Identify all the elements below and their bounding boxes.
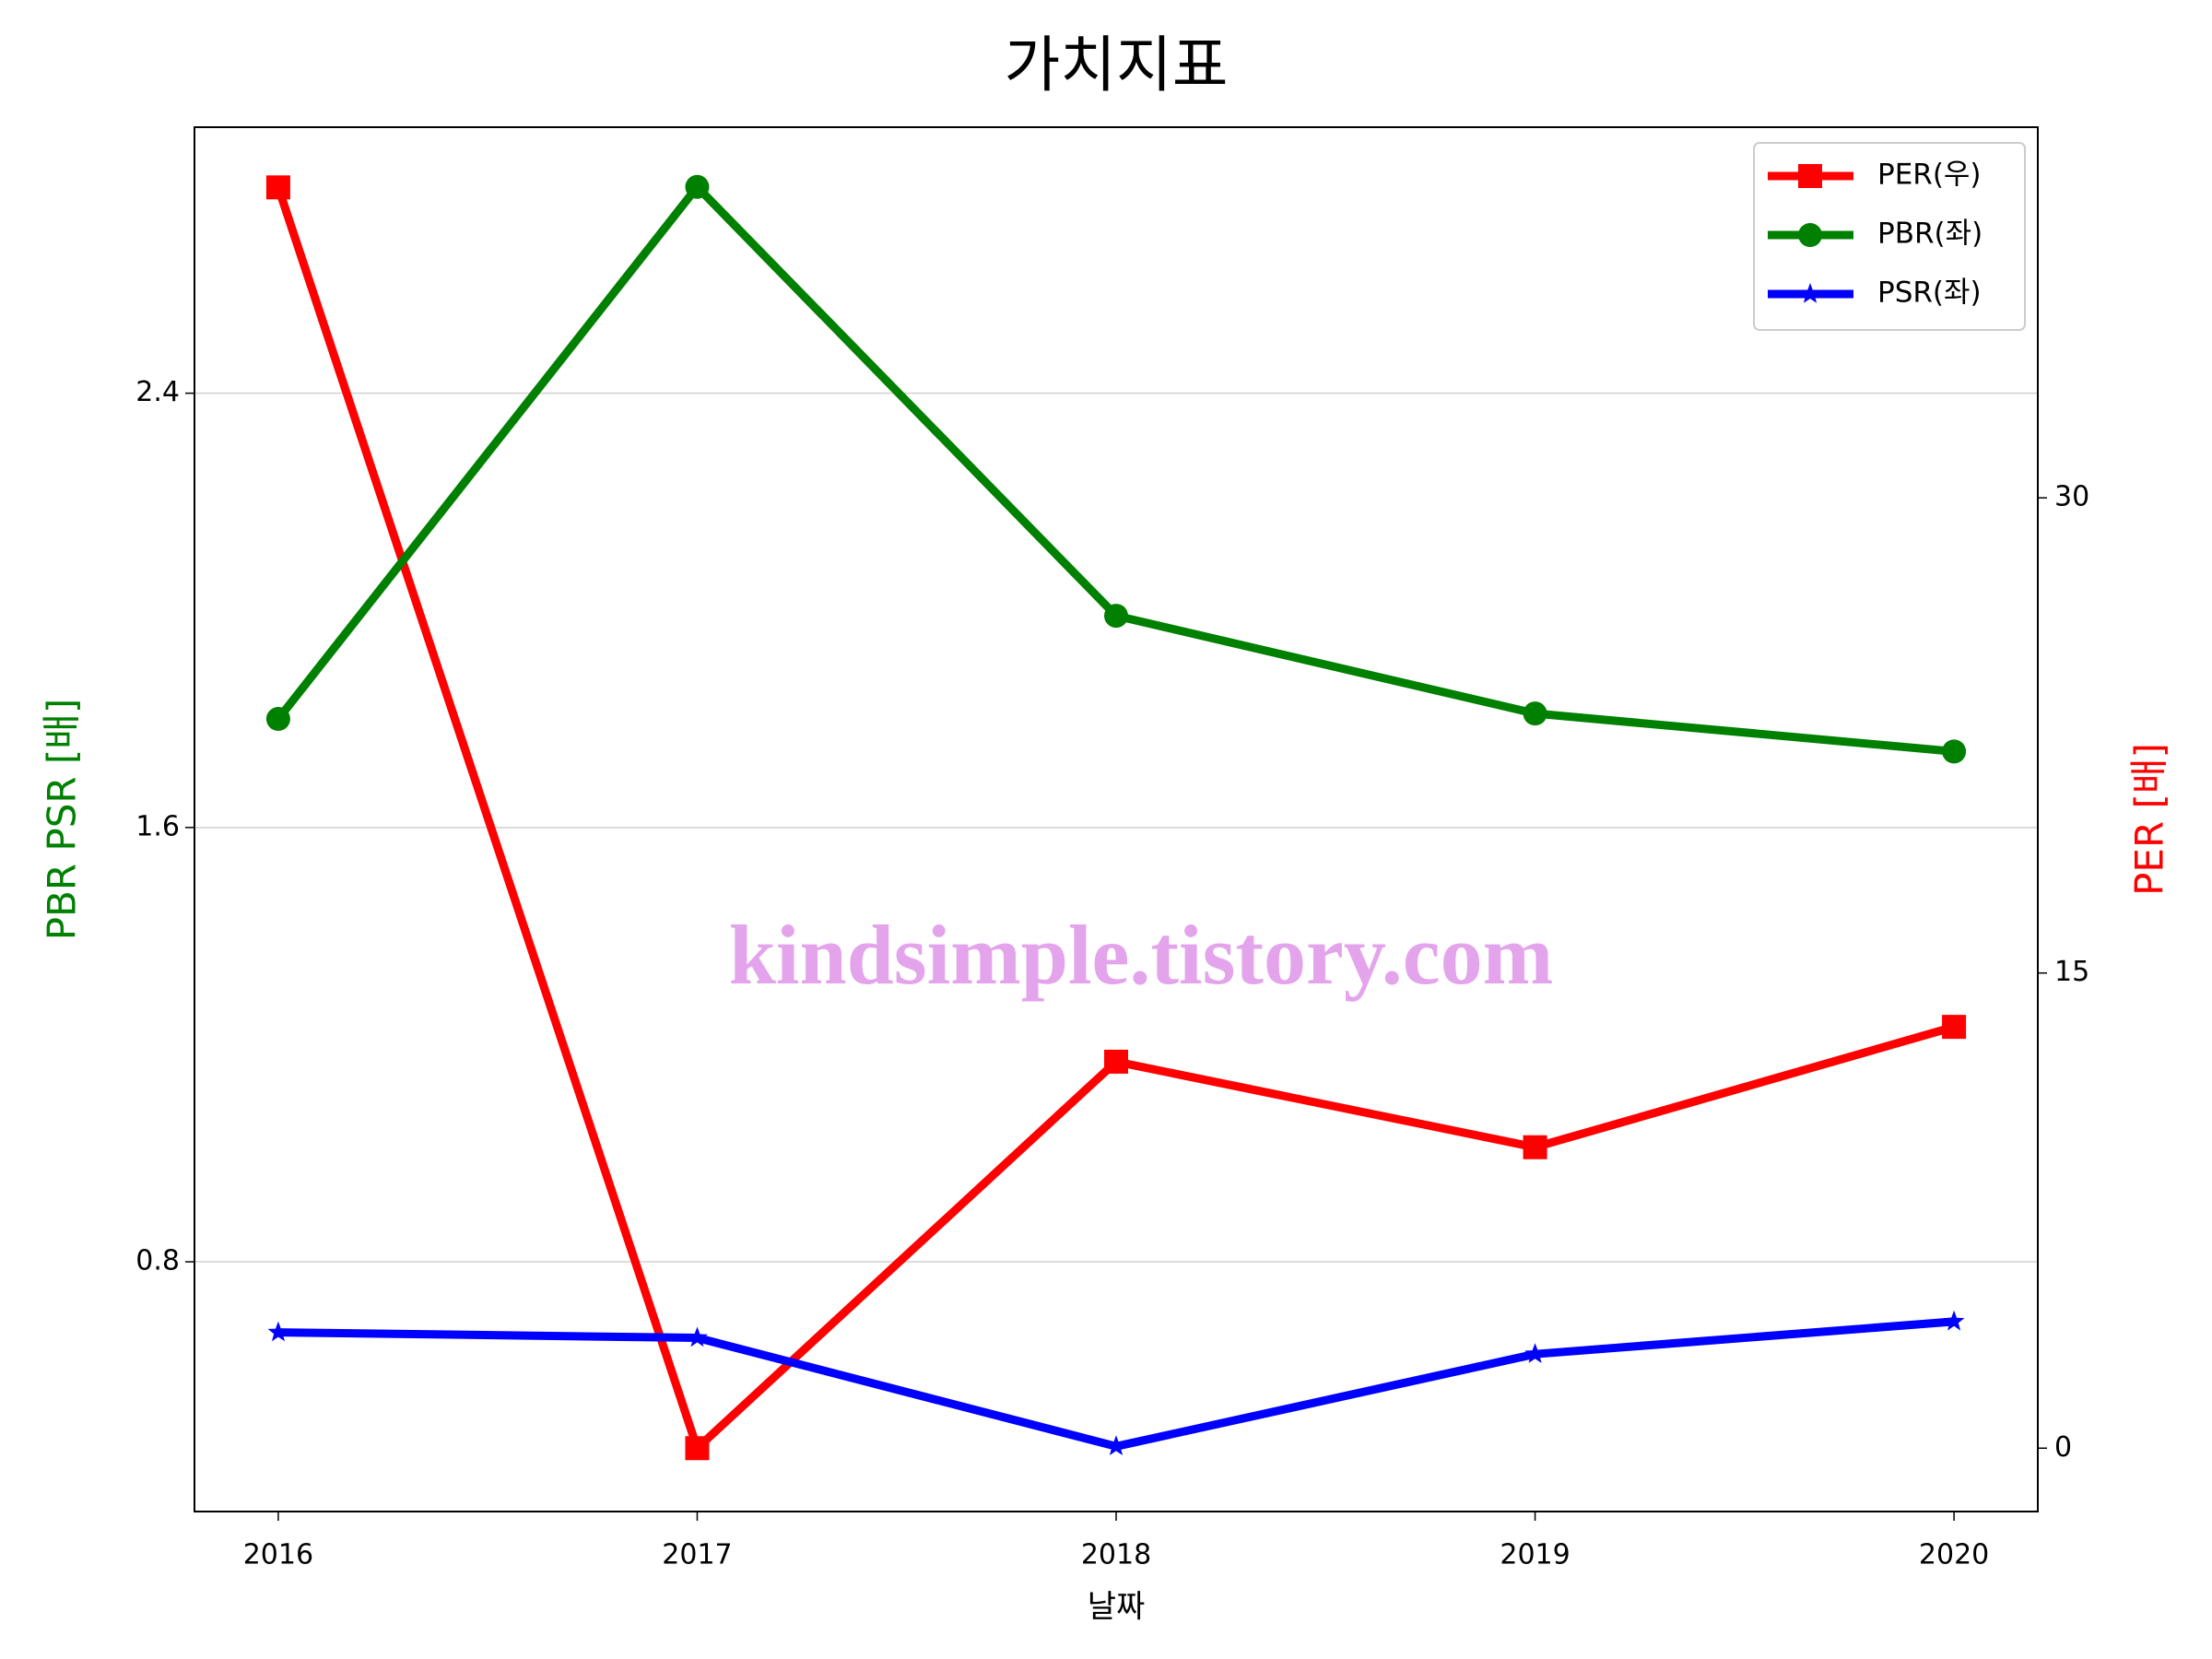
x-tick-label: 2018 xyxy=(1081,1539,1151,1571)
x-axis-label: 날짜 xyxy=(1088,1589,1146,1626)
y2-axis-label: PER [배] xyxy=(2127,743,2172,896)
legend-box xyxy=(1753,142,2026,331)
marker xyxy=(685,174,710,199)
legend-label: PBR(좌) xyxy=(1877,218,1983,251)
y-tick-label: 0.8 xyxy=(135,1245,180,1277)
legend-label: PER(우) xyxy=(1877,159,1982,192)
legend-marker xyxy=(1799,283,1821,303)
marker xyxy=(265,707,290,732)
marker xyxy=(1104,604,1128,629)
marker xyxy=(1524,1343,1546,1363)
marker xyxy=(1942,1015,1967,1040)
legend-label: PSR(좌) xyxy=(1877,276,1982,310)
marker xyxy=(1105,1435,1127,1455)
legend-marker xyxy=(1798,223,1822,247)
marker xyxy=(1104,1049,1128,1074)
marker xyxy=(685,1436,710,1461)
chart-title: 가치지표 xyxy=(1005,29,1229,100)
x-tick-label: 2017 xyxy=(662,1539,732,1571)
marker xyxy=(1523,701,1547,726)
y2-tick-label: 15 xyxy=(2054,956,2089,988)
marker xyxy=(265,175,290,200)
x-tick-label: 2019 xyxy=(1500,1539,1570,1571)
watermark: kindsimple.tistory.com xyxy=(729,908,1553,1002)
y2-tick-label: 30 xyxy=(2054,481,2089,513)
plot-frame xyxy=(194,126,2039,1512)
marker xyxy=(1942,739,1967,764)
legend: PER(우) PBR(좌) PSR(좌) xyxy=(1753,142,2026,331)
y2-tick-label: 0 xyxy=(2054,1431,2072,1464)
x-tick-label: 2020 xyxy=(1919,1539,1989,1571)
marker xyxy=(687,1326,708,1347)
y-tick-label: 1.6 xyxy=(135,810,180,842)
legend-marker xyxy=(1798,164,1822,188)
marker xyxy=(267,1321,289,1342)
marker xyxy=(1943,1310,1965,1331)
x-tick-label: 2016 xyxy=(243,1539,313,1571)
marker xyxy=(1523,1135,1547,1159)
y-tick-label: 2.4 xyxy=(135,376,180,408)
y-axis-label: PBR PSR [배] xyxy=(40,699,85,941)
